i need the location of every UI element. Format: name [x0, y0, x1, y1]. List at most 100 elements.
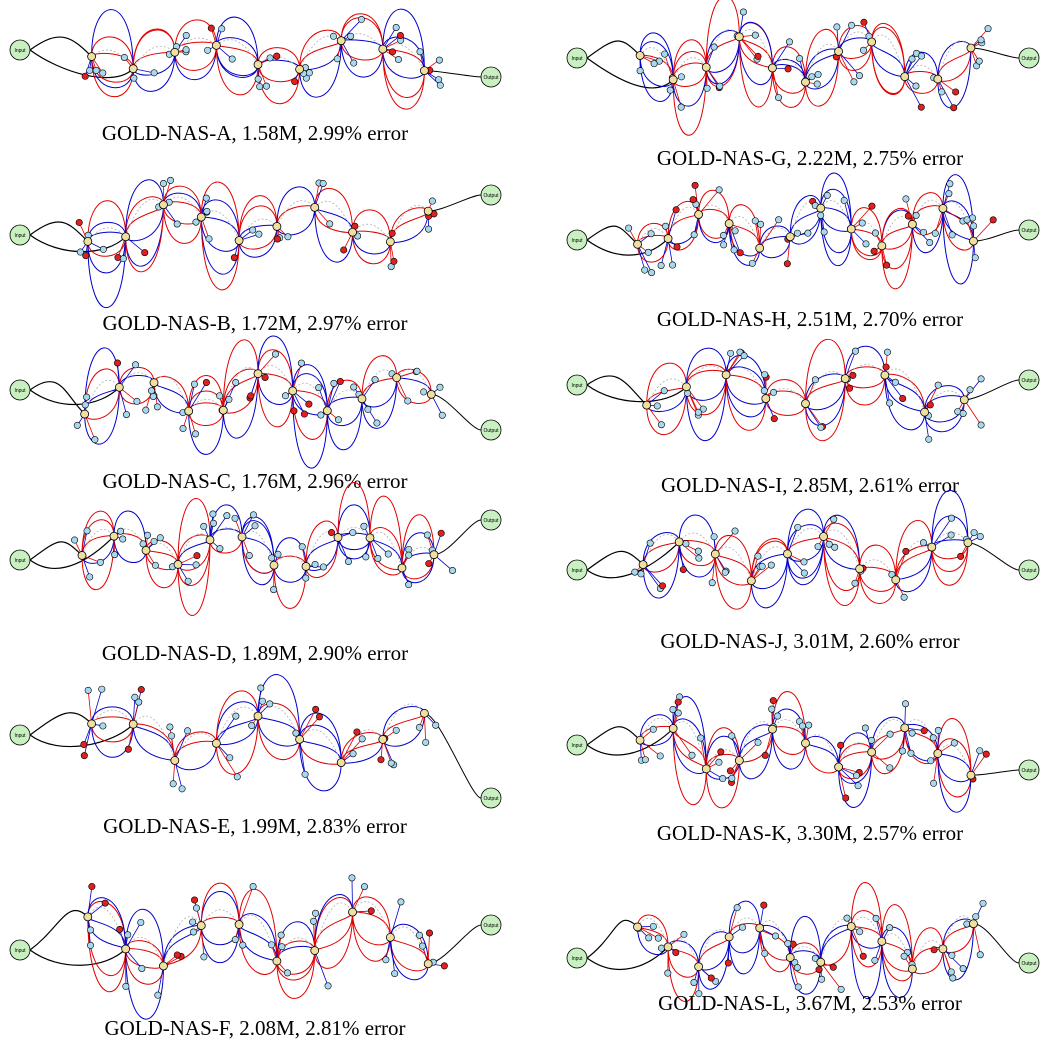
operation-node: [815, 966, 823, 974]
operation-edge: [937, 48, 972, 109]
architecture-panel: Input Output GOLD-NAS-K, 3.30M, 2.57% erro…: [566, 691, 1040, 845]
identity-edge: [389, 205, 429, 242]
operation-node: [135, 698, 143, 706]
operation-node: [690, 231, 698, 239]
operation-edge: [859, 568, 897, 604]
operation-node: [831, 543, 839, 551]
operation-edge: [725, 374, 767, 431]
operation-node: [290, 407, 298, 415]
cell-node: [724, 219, 734, 228]
operation-node: [367, 907, 375, 915]
operation-edge: [424, 713, 427, 743]
skip-edge: [29, 541, 83, 561]
cell-node: [170, 756, 180, 765]
operation-node: [949, 974, 957, 982]
operation-node: [796, 55, 804, 63]
operation-edge: [87, 200, 127, 242]
operation-edge: [340, 40, 384, 78]
operation-node: [811, 954, 819, 962]
node-group: Input Output: [9, 509, 502, 594]
operation-edge: [401, 532, 435, 569]
operation-node: [751, 217, 759, 225]
operation-node: [80, 741, 88, 749]
operation-node: [347, 32, 355, 40]
operation-edge: [174, 45, 217, 81]
operation-node: [758, 562, 766, 570]
operation-edge: [705, 727, 740, 769]
identity-edge: [637, 918, 669, 948]
cell-node: [966, 770, 976, 780]
operation-node: [328, 529, 336, 537]
operation-node: [418, 942, 426, 950]
identity-edge: [844, 364, 886, 379]
operation-node: [641, 266, 649, 274]
operation-edge: [238, 888, 278, 962]
operation-edge: [667, 946, 700, 1002]
operation-node: [302, 574, 310, 582]
skip-edge: [586, 946, 669, 970]
operation-edge: [881, 224, 913, 290]
operation-edge: [257, 373, 294, 405]
operation-node: [169, 780, 177, 788]
cell-node: [121, 232, 131, 242]
operation-node: [360, 883, 368, 891]
operation-node: [330, 379, 338, 387]
operation-edge: [895, 551, 907, 580]
operation-edge: [738, 729, 773, 780]
operation-edge: [685, 374, 727, 401]
operation-edge: [125, 948, 164, 1020]
identity-edge: [765, 388, 806, 404]
operation-node: [736, 249, 744, 257]
operation-edge: [850, 926, 883, 968]
cell-node: [963, 538, 973, 548]
operation-node: [984, 25, 992, 33]
cell-node: [867, 37, 877, 47]
identity-edge: [299, 729, 342, 763]
operation-edge: [685, 374, 727, 416]
cell-node: [348, 227, 357, 237]
operation-node: [963, 216, 971, 224]
operation-edge: [786, 524, 825, 554]
operation-node: [191, 430, 199, 438]
input-node: [9, 224, 31, 246]
operation-node: [268, 554, 276, 562]
cell-node: [310, 946, 320, 955]
operation-node: [730, 246, 738, 254]
cell-node: [855, 564, 865, 574]
operation-node: [945, 190, 953, 198]
operation-edge: [937, 753, 972, 798]
cell-node: [378, 44, 388, 54]
operation-node: [649, 922, 657, 930]
identity-edge: [642, 534, 680, 565]
operation-edge: [672, 728, 707, 806]
operation-edge: [299, 716, 320, 740]
operation-node: [645, 934, 653, 942]
operation-edge: [838, 732, 873, 767]
identity-edge: [216, 706, 259, 744]
skip-edge: [29, 221, 89, 242]
cell-node: [635, 735, 645, 745]
operation-node: [324, 982, 332, 990]
operation-edge: [771, 68, 806, 108]
edge-group: [586, 489, 1020, 610]
operation-node: [167, 176, 175, 184]
operation-edge: [238, 195, 278, 241]
operation-node: [830, 515, 838, 523]
operation-node: [80, 752, 88, 760]
operation-edge: [125, 948, 164, 969]
cell-node: [114, 382, 124, 392]
cell-node: [816, 957, 826, 967]
operation-node: [150, 69, 158, 77]
input-node-label: Input: [571, 238, 583, 244]
operation-node: [230, 254, 238, 262]
cell-node: [159, 200, 168, 210]
operation-edge: [850, 926, 883, 1000]
operation-node: [715, 186, 723, 194]
operation-node: [858, 219, 866, 227]
operation-node: [650, 60, 658, 68]
cell-node: [801, 399, 810, 409]
operation-node: [760, 901, 768, 909]
operation-node: [840, 196, 848, 204]
skip-edge: [586, 384, 687, 403]
operation-edge: [162, 185, 202, 218]
